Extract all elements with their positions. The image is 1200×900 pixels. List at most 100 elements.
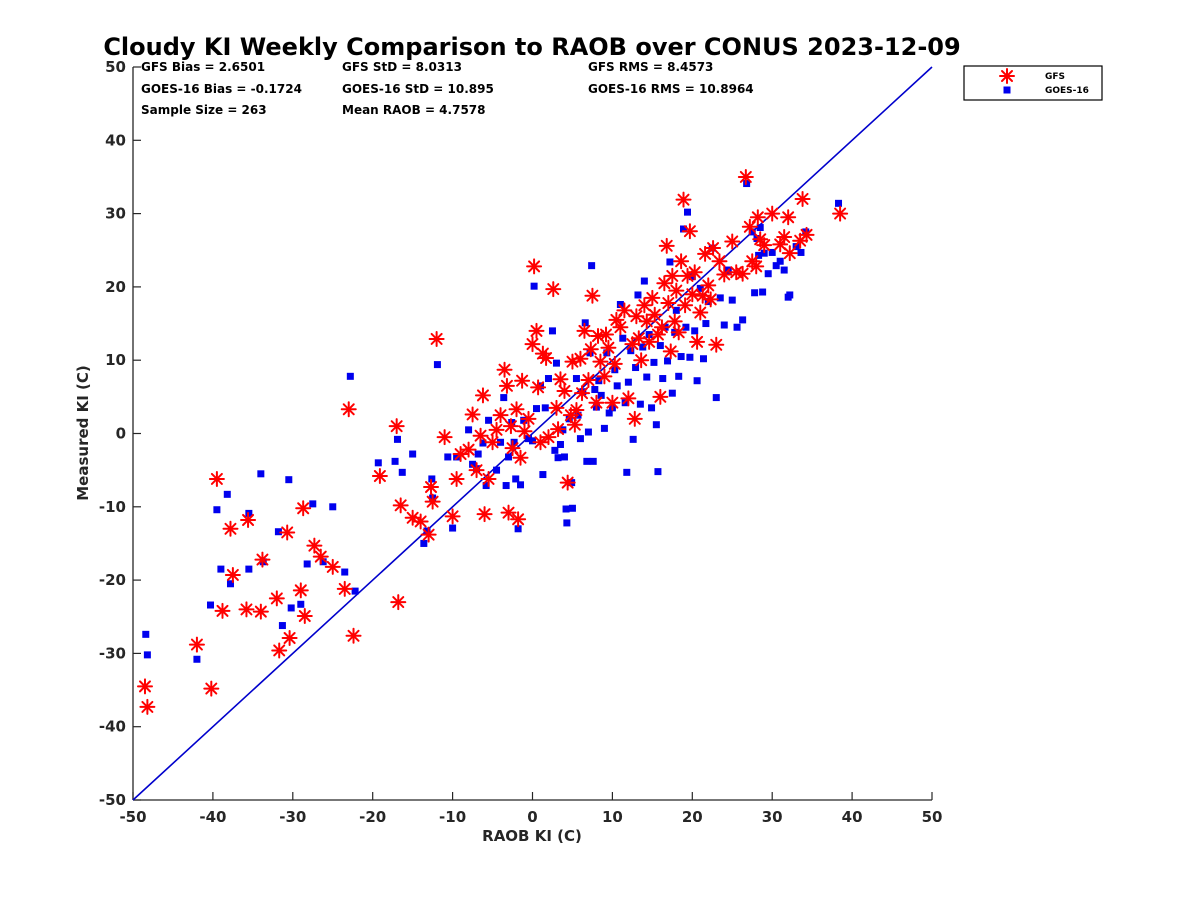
goes16-point xyxy=(544,375,552,383)
gfs-point xyxy=(724,233,741,250)
gfs-point xyxy=(756,237,773,254)
x-tick-label: 10 xyxy=(602,808,623,826)
gfs-point xyxy=(590,328,607,345)
gfs-point xyxy=(741,218,758,235)
gfs-point xyxy=(532,434,549,451)
goes16-point xyxy=(680,225,688,233)
gfs-point xyxy=(496,361,513,378)
goes16-point xyxy=(565,415,573,423)
goes16-point xyxy=(672,306,680,314)
goes16-point xyxy=(656,342,664,350)
gfs-point xyxy=(222,520,239,537)
stat-mean-raob: Mean RAOB = 4.7578 xyxy=(342,103,486,117)
goes16-point xyxy=(512,475,520,483)
gfs-point xyxy=(388,418,405,435)
goes16-point xyxy=(613,382,621,390)
goes16-point xyxy=(257,470,265,478)
gfs-point xyxy=(474,387,491,404)
goes16-point xyxy=(428,475,436,483)
gfs-point xyxy=(616,302,633,319)
goes16-point xyxy=(469,460,477,468)
goes16-point xyxy=(677,353,685,361)
goes16-point xyxy=(597,391,605,399)
goes16-point xyxy=(563,519,571,527)
goes16-point xyxy=(797,248,805,256)
goes16-point xyxy=(786,291,794,299)
stat-gfs-bias: GFS Bias = 2.6501 xyxy=(141,60,265,74)
gfs-point xyxy=(271,642,288,659)
goes16-point xyxy=(648,404,656,412)
gfs-point xyxy=(660,295,677,312)
gfs-point xyxy=(711,253,728,270)
gfs-point xyxy=(584,287,601,304)
gfs-point xyxy=(598,326,615,343)
y-tick-label: -30 xyxy=(99,644,126,662)
goes16-point xyxy=(702,320,710,328)
gfs-point xyxy=(692,304,709,321)
goes16-point xyxy=(517,481,525,489)
goes16-point xyxy=(572,375,580,383)
gfs-point xyxy=(686,264,703,281)
gfs-point xyxy=(526,258,543,275)
gfs-point xyxy=(580,371,597,388)
goes16-point xyxy=(319,558,327,566)
y-axis-label: Measured KI (C) xyxy=(74,365,92,501)
gfs-point xyxy=(702,291,719,308)
gfs-point xyxy=(524,336,541,353)
gfs-point xyxy=(468,462,485,479)
gfs-point xyxy=(592,353,609,370)
goes16-point xyxy=(423,527,431,535)
gfs-point xyxy=(572,350,589,367)
legend-box xyxy=(963,65,1103,101)
goes16-point xyxy=(374,459,382,467)
goes16-point xyxy=(650,358,658,366)
goes16-point xyxy=(207,601,215,609)
gfs-point xyxy=(606,355,623,372)
stat-goes-bias: GOES-16 Bias = -0.1724 xyxy=(141,82,302,96)
gfs-point xyxy=(279,524,296,541)
gfs-point xyxy=(700,277,717,294)
goes16-point xyxy=(560,453,568,461)
goes16-point xyxy=(346,372,354,380)
gfs-point xyxy=(428,330,445,347)
x-tick-label: 0 xyxy=(527,808,537,826)
goes16-point xyxy=(514,525,522,533)
gfs-point xyxy=(630,330,647,347)
chart-title: Cloudy KI Weekly Comparison to RAOB over… xyxy=(103,33,960,61)
goes16-point xyxy=(581,319,589,327)
gfs-point xyxy=(658,237,675,254)
x-tick-label: -40 xyxy=(199,808,226,826)
goes16-point xyxy=(297,600,305,608)
goes16-point xyxy=(634,291,642,299)
gfs-point xyxy=(668,282,685,299)
goes16-point xyxy=(616,300,624,308)
gfs-point xyxy=(644,289,661,306)
gfs-point xyxy=(324,558,341,575)
stat-gfs-std: GFS StD = 8.0313 xyxy=(342,60,462,74)
goes16-point xyxy=(684,208,692,216)
gfs-point xyxy=(559,474,576,491)
gfs-point xyxy=(492,407,509,424)
gfs-point xyxy=(510,511,527,528)
goes16-point xyxy=(479,439,487,447)
gfs-point xyxy=(653,319,670,336)
goes16-point xyxy=(691,327,699,335)
gfs-point xyxy=(677,297,694,314)
goes16-point xyxy=(520,416,528,424)
goes16-point xyxy=(285,476,293,484)
goes16-point xyxy=(659,375,667,383)
goes16-point xyxy=(529,437,536,445)
gfs-point xyxy=(530,379,547,396)
goes16-point xyxy=(739,316,747,324)
goes16-point xyxy=(393,435,401,443)
gfs-point xyxy=(600,339,617,356)
y-ticks: -50 -40 -30 -20 -10 0 10 20 30 40 50 xyxy=(99,58,141,809)
gfs-point xyxy=(252,603,269,620)
goes16-point xyxy=(213,506,221,514)
gfs-point xyxy=(436,429,453,446)
goes16-point xyxy=(532,405,540,413)
goes16-point xyxy=(776,257,784,265)
goes16-point xyxy=(696,284,704,292)
gfs-point xyxy=(448,470,465,487)
goes16-point xyxy=(686,353,694,361)
